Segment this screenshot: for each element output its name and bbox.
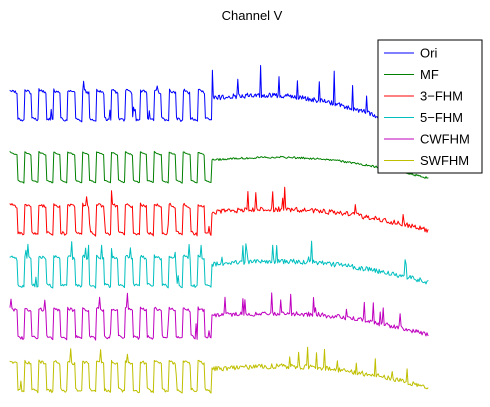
legend: Ori MF 3−FHM 5−FHM CWFHM SWFHM: [378, 40, 482, 173]
legend-label: Ori: [420, 46, 437, 61]
legend-label: CWFHM: [420, 132, 470, 147]
trace-ori: [10, 66, 378, 122]
trace-3-fhm: [10, 187, 428, 236]
trace-mf: [10, 152, 428, 184]
legend-label: 3−FHM: [420, 89, 463, 104]
legend-label: 5−FHM: [420, 110, 463, 125]
chart-title: Channel V: [222, 8, 283, 23]
legend-label: MF: [420, 67, 439, 82]
trace-cwfhm: [10, 293, 428, 340]
legend-label: SWFHM: [420, 153, 469, 168]
traces-group: [10, 66, 428, 394]
trace-swfhm: [10, 347, 428, 393]
trace-5-fhm: [10, 241, 428, 288]
